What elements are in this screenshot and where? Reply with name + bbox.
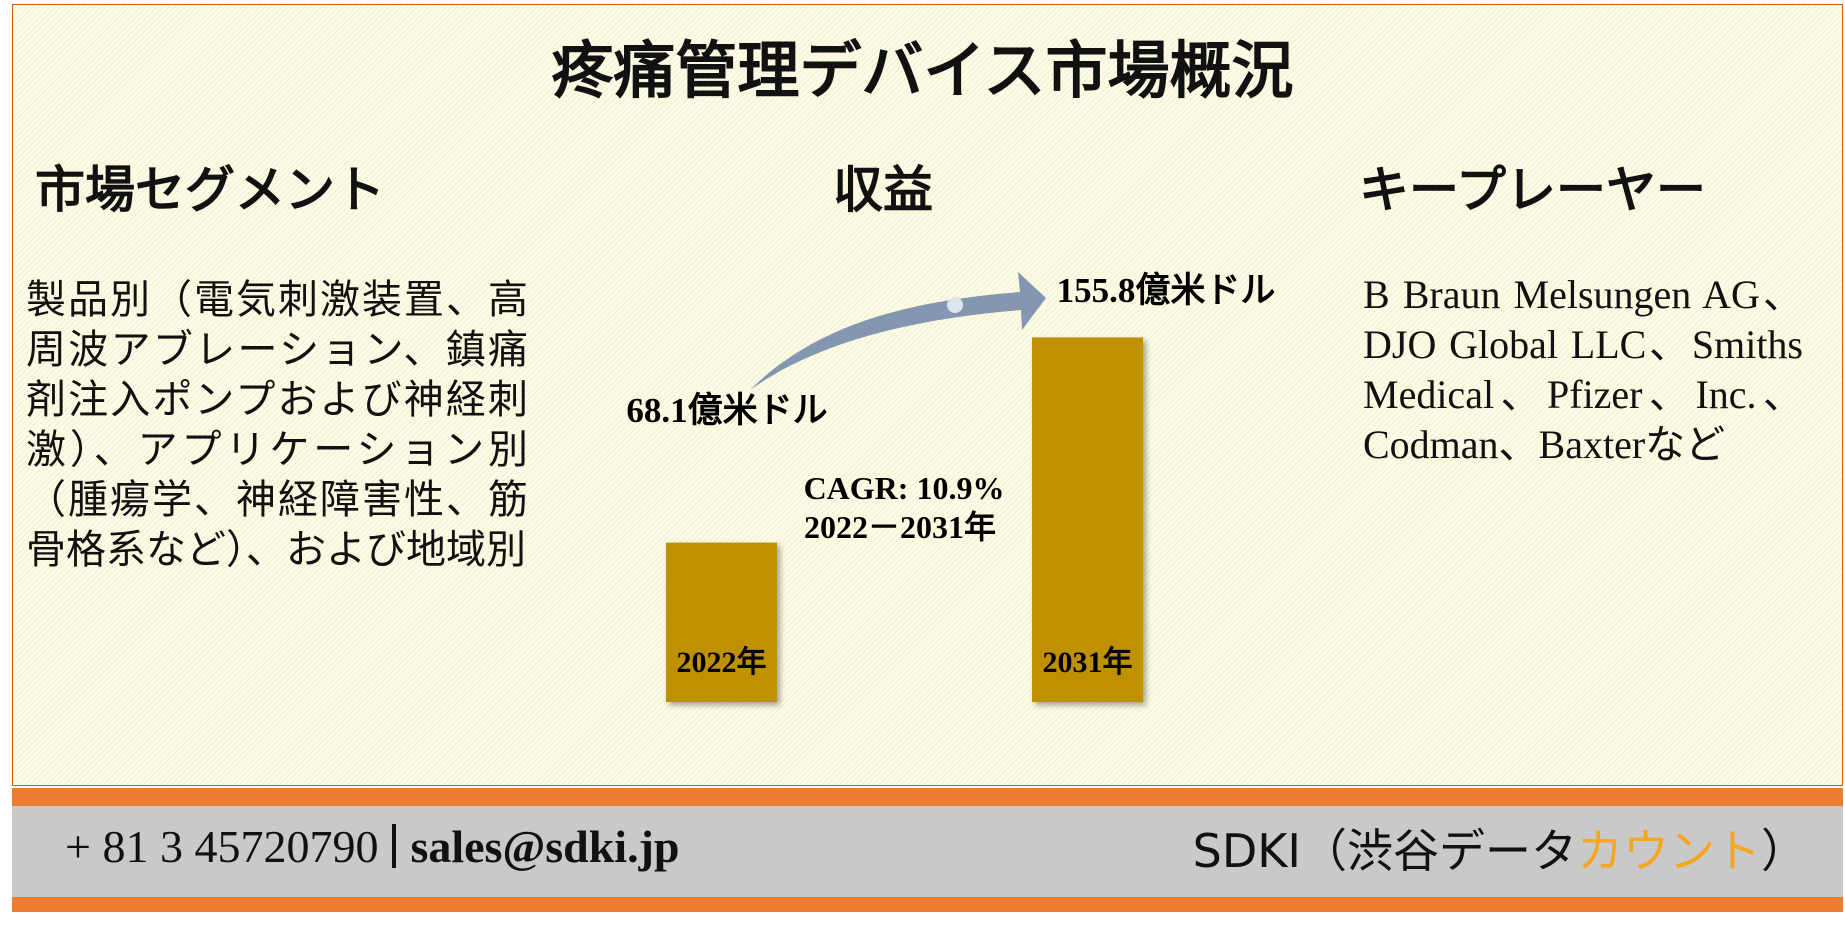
arrow-dot bbox=[947, 297, 963, 313]
contact: + 81 3 45720790 sales@sdki.jp bbox=[65, 820, 680, 873]
segments-text: 製品別（電気刺激装置、高周波アブレーション、鎮痛剤注入ポンプおよび神経刺激）、ア… bbox=[26, 277, 528, 572]
segments-heading: 市場セグメント bbox=[35, 162, 385, 218]
bar bbox=[1032, 337, 1143, 702]
page-title: 疼痛管理デバイス市場概況 bbox=[551, 38, 1294, 106]
footer-bar bbox=[12, 806, 1843, 897]
bar bbox=[666, 542, 777, 702]
brand: SDKI（渋谷データカウント） bbox=[1193, 815, 1807, 881]
panel bbox=[12, 4, 1843, 786]
bar-category: 2022年 bbox=[677, 646, 767, 679]
value-label: 155.8億米ドル bbox=[1057, 271, 1276, 310]
growth-arrow bbox=[750, 272, 1046, 390]
value-label: 68.1億米ドル bbox=[626, 391, 827, 430]
players-heading: キープレーヤー bbox=[1359, 162, 1706, 218]
cagr-label: CAGR: 10.9% bbox=[804, 470, 1005, 506]
brand-prefix: SDKI（渋谷データ bbox=[1192, 824, 1577, 878]
players-text: B Braun Melsungen AG、DJO Global LLC、Smit… bbox=[1363, 272, 1803, 467]
revenue-heading: 収益 bbox=[833, 162, 933, 218]
brand-highlight: カウント bbox=[1577, 824, 1761, 878]
phone: + 81 3 45720790 bbox=[65, 821, 379, 872]
period-label: 2022－2031年 bbox=[804, 509, 996, 545]
separator bbox=[392, 824, 397, 868]
email: sales@sdki.jp bbox=[410, 821, 680, 872]
bar-category: 2031年 bbox=[1043, 646, 1133, 679]
brand-suffix: ） bbox=[1761, 824, 1807, 878]
